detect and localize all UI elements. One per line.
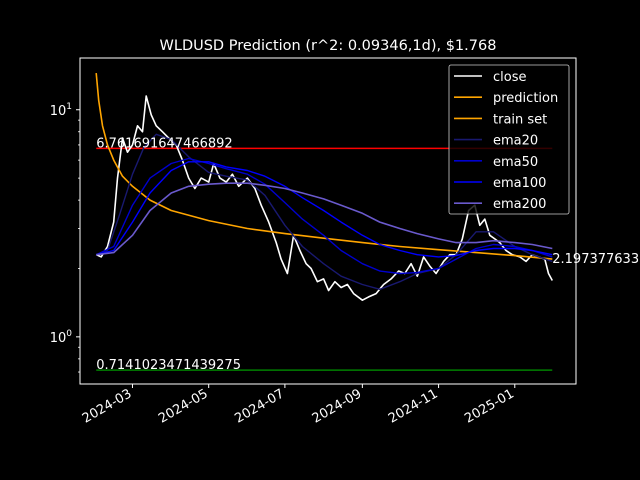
axes-frame <box>79 57 577 385</box>
legend: close prediction train set ema20 ema50 ema100… <box>448 64 570 215</box>
hline-label-1: 0.7141023471439275 <box>96 358 241 373</box>
series-line-ema20 <box>95 133 553 290</box>
legend-label-6: ema200 <box>493 197 546 212</box>
legend-box <box>448 64 570 215</box>
series-line-ema200 <box>96 182 553 256</box>
legend-label-4: ema50 <box>493 155 538 170</box>
series-line-ema100 <box>96 161 553 258</box>
series-line-close <box>95 95 554 301</box>
series-line-ema50 <box>95 157 553 275</box>
series-line-prediction <box>95 73 553 260</box>
chart-title: WLDUSD Prediction (r^2: 0.09346,1d), $1.… <box>160 38 497 54</box>
hline-label-0: 6.761691647466892 <box>96 136 232 151</box>
legend-label-1: prediction <box>493 91 558 106</box>
legend-label-0: close <box>493 70 526 85</box>
legend-label-5: ema100 <box>493 176 546 191</box>
legend-label-2: train set <box>493 112 547 127</box>
series-group <box>95 73 554 371</box>
legend-label-3: ema20 <box>493 134 538 149</box>
end-annotation-label: 2.197377633 <box>552 252 639 267</box>
